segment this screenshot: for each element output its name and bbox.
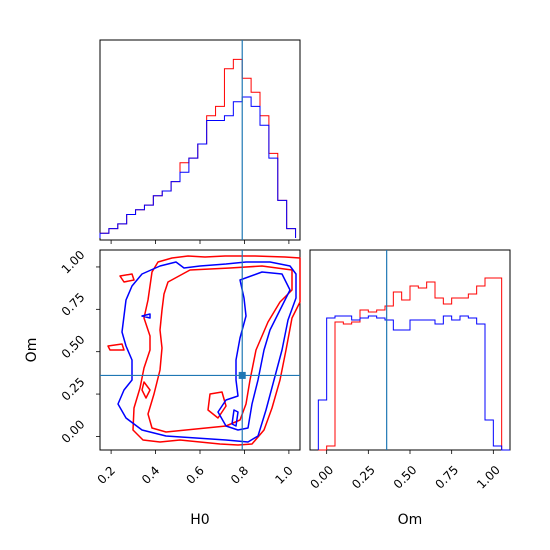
hist-h0-panel <box>99 39 301 244</box>
hist-om-ticks: 0.00 0.25 0.50 0.75 1.00 <box>307 450 503 492</box>
contour-ytick-label: 0.00 <box>59 417 88 446</box>
hist-om-panel: 0.00 0.25 0.50 0.75 1.00 Om <box>307 249 511 528</box>
hist-om-frame <box>309 249 511 451</box>
hist-om-xtick-label: 0.25 <box>349 463 378 492</box>
red-contour-inner <box>147 265 293 433</box>
red-contour-outer <box>132 255 301 446</box>
truth-marker <box>238 371 246 379</box>
hist-om-xtick-label: 0.50 <box>391 463 420 492</box>
x-axis-label-om: Om <box>398 512 423 528</box>
hist-om-blue-series <box>317 315 510 451</box>
blue-contour-outer <box>117 261 297 443</box>
contour-xtick-label: 0.6 <box>183 463 206 486</box>
contour-ytick-label: 1.00 <box>59 248 88 277</box>
contour-ytick-label: 0.25 <box>59 375 88 404</box>
hist-h0-blue-series <box>99 96 297 238</box>
red-contour-island-3 <box>141 381 151 399</box>
hist-om-xtick-label: 1.00 <box>474 463 503 492</box>
contour-ytick-label: 0.75 <box>59 290 88 319</box>
blue-contour-inner <box>217 271 291 431</box>
contour-panel: 0.2 0.4 0.6 0.8 1.0 0.00 0.25 0.50 0.75 1.00 H0 O… <box>24 248 301 528</box>
hist-h0-frame <box>99 39 301 241</box>
blue-contour-island-2 <box>231 409 239 427</box>
red-contour-island-2 <box>107 343 125 351</box>
contour-xtick-label: 1.0 <box>272 463 295 486</box>
red-contour-island-4 <box>207 391 227 419</box>
contour-frame <box>99 249 301 451</box>
y-axis-label-om: Om <box>24 338 40 363</box>
contour-ytick-label: 0.50 <box>59 332 88 361</box>
x-axis-label-h0: H0 <box>190 512 209 528</box>
hist-om-red-series <box>318 277 510 451</box>
contour-xtick-label: 0.4 <box>139 463 162 486</box>
hist-om-series <box>317 277 510 451</box>
hist-om-xtick-label: 0.00 <box>307 463 336 492</box>
red-contour-island-1 <box>119 273 135 283</box>
hist-h0-ticks <box>110 240 290 244</box>
contour-xtick-label: 0.2 <box>95 463 118 486</box>
blue-contour-island-1 <box>141 313 151 319</box>
hist-om-xtick-label: 0.75 <box>432 463 461 492</box>
hist-h0-series <box>99 58 297 238</box>
contour-xtick-label: 0.8 <box>228 463 251 486</box>
